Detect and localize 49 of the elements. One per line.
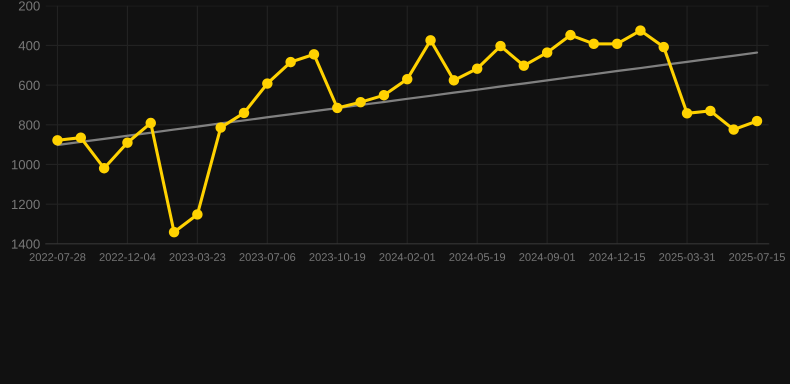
x-tick-label: 2023-10-19 bbox=[309, 253, 366, 262]
y-tick-label: 200 bbox=[18, 1, 40, 11]
point bbox=[146, 118, 156, 128]
point bbox=[332, 102, 342, 114]
point bbox=[76, 132, 86, 143]
x-tick-label: 2025-07-15 bbox=[729, 253, 785, 262]
x-tick-label: 2022-12-04 bbox=[100, 253, 156, 262]
x-tick-label: 2023-03-23 bbox=[170, 253, 226, 262]
y-tick-label: 800 bbox=[18, 120, 40, 130]
point bbox=[682, 108, 692, 118]
point bbox=[425, 35, 436, 46]
x-tick-label: 2023-07-06 bbox=[239, 253, 296, 262]
point bbox=[448, 75, 460, 86]
point bbox=[472, 63, 482, 74]
y-tick-label: 600 bbox=[18, 80, 40, 90]
point bbox=[495, 40, 506, 52]
point bbox=[705, 106, 716, 116]
y-tick-label: 1200 bbox=[12, 200, 40, 210]
point bbox=[518, 60, 530, 71]
point bbox=[308, 49, 320, 60]
x-tick-label: 2024-09-01 bbox=[519, 253, 576, 262]
point bbox=[565, 30, 576, 40]
point bbox=[752, 116, 762, 126]
point bbox=[122, 137, 133, 148]
point bbox=[215, 122, 226, 133]
point bbox=[52, 135, 63, 146]
point bbox=[98, 163, 110, 174]
x-tick-label: 2024-12-15 bbox=[589, 253, 646, 262]
point bbox=[238, 108, 250, 118]
point bbox=[378, 90, 390, 100]
x-tick-label: 2024-05-19 bbox=[449, 253, 506, 262]
point bbox=[728, 124, 739, 135]
point bbox=[542, 47, 552, 58]
y-tick-label: 1000 bbox=[12, 160, 40, 170]
point bbox=[192, 209, 203, 220]
point bbox=[635, 25, 646, 36]
point bbox=[285, 56, 296, 68]
point bbox=[402, 74, 412, 84]
point bbox=[168, 226, 180, 238]
point bbox=[658, 42, 669, 52]
y-tick-label: 1400 bbox=[12, 239, 40, 249]
point bbox=[355, 96, 366, 108]
x-tick-label: 2022-07-28 bbox=[30, 253, 86, 262]
point bbox=[262, 78, 273, 89]
y-tick-label: 400 bbox=[18, 41, 40, 50]
point bbox=[588, 38, 599, 50]
x-tick-label: 2025-03-31 bbox=[659, 253, 715, 262]
point bbox=[612, 38, 622, 50]
x-tick-label: 2024-02-01 bbox=[379, 253, 436, 262]
